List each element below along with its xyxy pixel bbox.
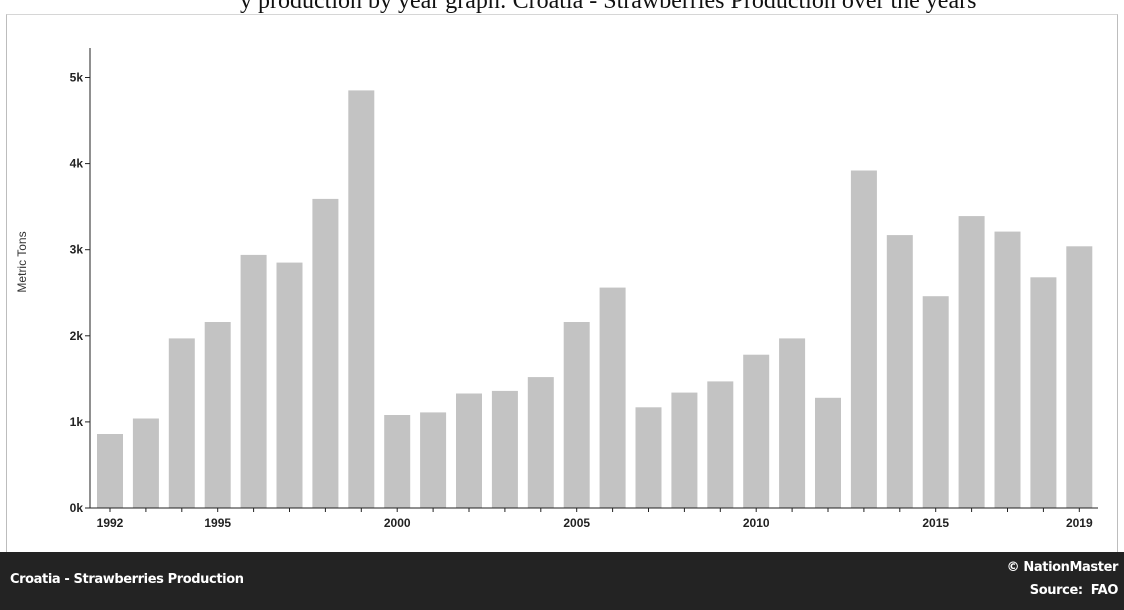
x-tick-label: 2015: [922, 516, 949, 530]
bar-2011: [779, 338, 806, 508]
y-tick-label: 4k: [70, 157, 84, 171]
chart-frame: [6, 14, 1118, 552]
footer-source: Source: FAO: [1029, 583, 1119, 598]
y-tick-label: 2k: [70, 329, 84, 343]
y-tick-label: 3k: [70, 243, 84, 257]
footer-source-label: Source:: [1029, 583, 1083, 598]
x-tick-label: 1992: [97, 516, 124, 530]
bar-2013: [850, 170, 877, 508]
y-tick-label: 5k: [70, 71, 84, 85]
bar-2019: [1066, 246, 1093, 509]
bar-1999: [348, 90, 375, 509]
bar-2017: [994, 231, 1021, 508]
bar-1994: [168, 338, 195, 508]
bar-2000: [384, 415, 411, 508]
bar-2014: [886, 235, 913, 508]
bar-2008: [671, 392, 698, 508]
bar-2002: [456, 393, 482, 508]
bar-2006: [599, 287, 626, 508]
x-tick-label: 1995: [204, 516, 231, 530]
clipped-page-caption: y production by year graph: Croatia - St…: [0, 0, 1124, 18]
bar-1997: [276, 262, 303, 508]
bar-2004: [527, 377, 554, 508]
footer-title: Croatia - Strawberries Production: [10, 572, 244, 587]
x-tick-label: 2010: [743, 516, 770, 530]
chart-footer: Croatia - Strawberries Production © Nati…: [0, 552, 1124, 610]
bar-2003: [491, 390, 518, 508]
bar-2018: [1030, 277, 1057, 508]
footer-source-value: FAO: [1090, 583, 1119, 598]
bar-2015: [922, 296, 949, 508]
x-tick-label: 2005: [563, 516, 590, 530]
bar-1995: [204, 322, 231, 508]
y-axis-label: Metric Tons: [15, 231, 29, 292]
y-axis: 0k 1k 2k 3k 4k 5k: [70, 48, 91, 515]
x-axis: 1992 1995 2000 2005 2010 2015 2019: [90, 507, 1098, 530]
x-tick-label: 2000: [384, 516, 411, 530]
bar-2005: [563, 322, 590, 508]
bar-1998: [312, 198, 339, 508]
bar-2009: [707, 381, 734, 508]
bars-group: [97, 90, 1093, 509]
y-tick-label: 1k: [70, 415, 84, 429]
y-tick-label: 0k: [70, 501, 84, 515]
bar-2001: [420, 412, 447, 508]
bar-1996: [240, 254, 267, 508]
bar-1993: [132, 418, 159, 508]
footer-brand[interactable]: © NationMaster: [1006, 560, 1119, 575]
bar-1992: [97, 434, 123, 508]
page-caption-text: y production by year graph: Croatia - St…: [240, 0, 977, 14]
x-tick-label: 2019: [1066, 516, 1093, 530]
bar-2012: [815, 397, 841, 508]
bar-2016: [958, 216, 985, 508]
bar-chart: 0k 1k 2k 3k 4k 5k 1992 1995 2000 2005 2010 2015 201…: [15, 48, 1098, 530]
bar-2007: [635, 407, 662, 508]
bar-2010: [743, 354, 770, 508]
